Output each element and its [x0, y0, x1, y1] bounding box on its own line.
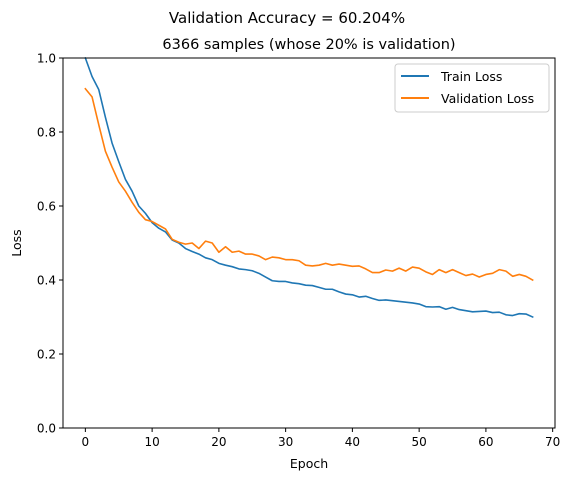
- y-tick-label: 0.6: [37, 200, 56, 214]
- y-tick-label: 0.8: [37, 126, 56, 140]
- y-tick-label: 0.2: [37, 348, 56, 362]
- legend-label-train-loss: Train Loss: [440, 69, 502, 84]
- x-tick-label: 30: [278, 435, 293, 449]
- suptitle: Validation Accuracy = 60.204%: [169, 9, 405, 27]
- plot-area: 0 10 20 30 40 50 60 70 0.0 0.2 0.4 0.6 0.8 1.0: [37, 52, 560, 450]
- series-line-validation-loss: [84, 87, 534, 282]
- legend-box: [394, 63, 550, 113]
- y-tick-label: 0.0: [37, 422, 56, 436]
- legend-label-validation-loss: Validation Loss: [441, 91, 534, 106]
- y-axis-label: Loss: [9, 229, 24, 256]
- y-tick-label: 1.0: [37, 52, 56, 66]
- x-tick-label: 60: [478, 435, 493, 449]
- x-tick-label: 10: [144, 435, 159, 449]
- x-axis-ticks: 0 10 20 30 40 50 60 70: [82, 428, 560, 449]
- legend: Train Loss Validation Loss: [394, 63, 550, 113]
- x-tick-label: 70: [545, 435, 560, 449]
- plot-frame: [62, 57, 556, 429]
- x-tick-label: 50: [412, 435, 427, 449]
- chart-title: 6366 samples (whose 20% is validation): [162, 37, 455, 53]
- series-layer: [84, 56, 534, 319]
- x-tick-label: 0: [82, 435, 90, 449]
- x-tick-label: 20: [211, 435, 226, 449]
- x-tick-label: 40: [345, 435, 360, 449]
- y-tick-label: 0.4: [37, 274, 56, 288]
- x-axis-label: Epoch: [290, 456, 328, 471]
- y-axis-ticks: 0.0 0.2 0.4 0.6 0.8 1.0: [37, 52, 63, 436]
- series-line-train-loss: [84, 56, 534, 319]
